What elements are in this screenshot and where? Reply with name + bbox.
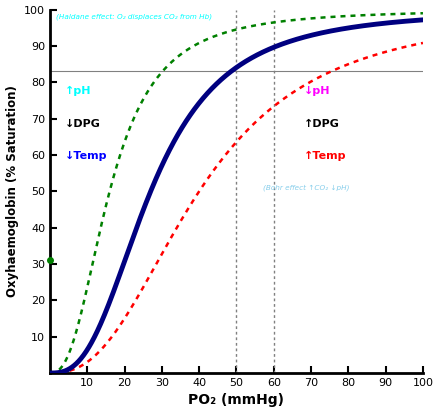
Text: (Bohr effect ↑CO₂ ↓pH): (Bohr effect ↑CO₂ ↓pH) [262,184,348,191]
Text: ↑Temp: ↑Temp [303,151,345,161]
Text: ↑pH: ↑pH [65,86,91,96]
X-axis label: PO₂ (mmHg): PO₂ (mmHg) [188,394,284,408]
Text: ↓Temp: ↓Temp [65,151,107,161]
Text: ↓pH: ↓pH [303,86,329,96]
Text: ↓DPG: ↓DPG [65,119,101,128]
Y-axis label: Oxyhaemoglobin (% Saturation): Oxyhaemoglobin (% Saturation) [6,85,18,297]
Text: (Haldane effect: O₂ displaces CO₂ from Hb): (Haldane effect: O₂ displaces CO₂ from H… [56,13,211,20]
Text: ↑DPG: ↑DPG [303,119,339,128]
